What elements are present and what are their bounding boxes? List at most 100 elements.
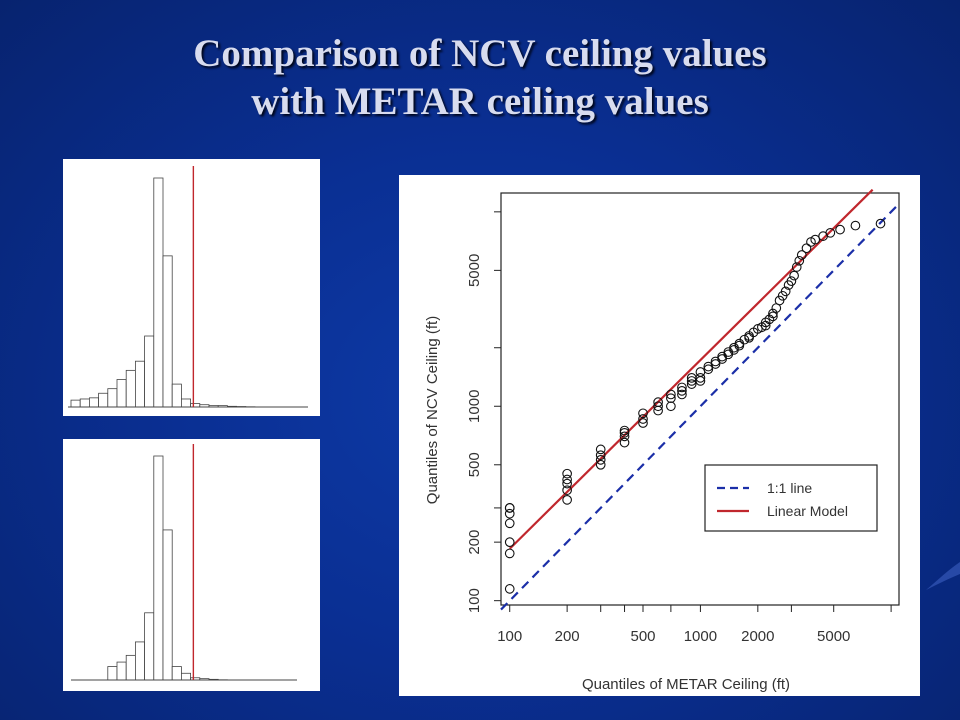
qq-point (619, 425, 630, 436)
qq-point (562, 474, 572, 485)
qq-point (835, 224, 845, 235)
qq-point (677, 389, 687, 400)
y-tick-label: 200 (466, 530, 483, 555)
x-tick-label: 1000 (684, 628, 717, 645)
qq-point (595, 459, 606, 470)
histogram-bar (135, 641, 146, 681)
swoosh-shape (926, 562, 960, 590)
qq-point (653, 401, 663, 412)
qq-point (850, 220, 861, 231)
qq-point (562, 495, 572, 505)
histogram-bar (153, 455, 164, 681)
qq-point (595, 455, 606, 465)
qq-point (638, 408, 648, 419)
qq-point (686, 379, 697, 389)
qq-point (786, 276, 797, 287)
qq-point (796, 250, 807, 260)
qq-point (562, 478, 572, 489)
qq-point (768, 308, 778, 319)
qq-point (695, 367, 706, 377)
histogram-bar (107, 666, 118, 681)
qq-point (677, 382, 687, 393)
qq-point (695, 372, 706, 383)
qq-plot: 100 200 500 1000 2000 5000 100 200 500 1000 5000 Q… (424, 188, 900, 693)
y-axis-label: Quantiles of NCV Ceiling (ft) (424, 316, 441, 504)
qq-point (677, 386, 687, 396)
qq-point (703, 361, 714, 372)
histogram-bar (125, 654, 136, 681)
histogram-bar (162, 529, 173, 681)
decorative-swoosh (926, 562, 960, 590)
qq-point (717, 354, 727, 364)
qq-point (791, 262, 802, 272)
qq-point (504, 537, 515, 547)
x-tick-label: 5000 (817, 628, 850, 645)
histogram-bar (98, 392, 109, 408)
legend: 1:1 line Linear Model (704, 464, 878, 532)
histogram-bar (153, 177, 164, 408)
qq-point (666, 389, 676, 400)
histogram-bar (107, 388, 118, 408)
qq-point (744, 332, 754, 343)
qq-point (764, 314, 775, 325)
histogram-bar (116, 661, 127, 681)
histogram-bar (79, 398, 90, 408)
qq-point (653, 397, 663, 407)
qq-point (504, 584, 515, 594)
histogram-top (68, 166, 308, 408)
qq-point (595, 444, 606, 455)
qq-point (666, 393, 676, 404)
qq-point (666, 401, 676, 412)
qq-point (504, 508, 515, 519)
qq-point (595, 450, 606, 461)
histogram-bar (171, 666, 182, 681)
y-tick-label: 100 (466, 588, 483, 613)
qq-point (619, 427, 630, 438)
histogram-bar (125, 369, 136, 408)
legend-label-linear-model: Linear Model (767, 503, 848, 519)
histogram-bar (88, 397, 99, 408)
qq-point (801, 243, 812, 254)
plot-frame (500, 192, 900, 606)
histogram-bar (70, 399, 81, 408)
y-tick-label: 500 (466, 452, 483, 477)
slide-title-line2: with METAR ceiling values (251, 80, 709, 123)
qq-point (504, 548, 515, 559)
qq-point (619, 437, 630, 448)
histogram-bar (181, 672, 192, 681)
histogram-bar (190, 403, 201, 408)
y-tick-label: 5000 (466, 254, 483, 287)
qq-point (810, 234, 821, 245)
x-axis-label: Quantiles of METAR Ceiling (ft) (582, 676, 790, 693)
qq-point (638, 418, 648, 428)
qq-point (504, 518, 515, 529)
qq-point (703, 364, 714, 375)
histogram-top-panel (63, 159, 320, 416)
x-tick-label: 200 (555, 628, 580, 645)
qq-point (638, 414, 648, 424)
y-tick-label: 1000 (466, 390, 483, 423)
qq-point (504, 503, 515, 513)
x-tick-label: 2000 (741, 628, 774, 645)
histogram-bar (116, 379, 127, 408)
histogram-bar (144, 612, 155, 681)
qq-point (619, 431, 630, 442)
histogram-bar (162, 255, 173, 408)
qq-point (562, 485, 572, 496)
histogram-bar (171, 383, 182, 408)
qq-point (710, 356, 721, 367)
legend-box (704, 464, 878, 532)
qq-point (794, 255, 805, 266)
histogram-bar (144, 335, 155, 408)
one-to-one-line (500, 203, 900, 611)
histogram-bottom-panel (63, 439, 320, 691)
histogram-bottom (71, 444, 297, 681)
x-tick-label: 100 (497, 628, 522, 645)
qq-point (768, 311, 778, 322)
legend-label-one-to-one: 1:1 line (767, 480, 812, 496)
qq-point (710, 359, 721, 369)
qq-plot-panel: 100 200 500 1000 2000 5000 100 200 500 1000 5000 Q… (399, 175, 920, 696)
qq-point (780, 286, 791, 297)
slide-title-line1: Comparison of NCV ceiling values (193, 32, 767, 75)
x-tick-label: 500 (630, 628, 655, 645)
